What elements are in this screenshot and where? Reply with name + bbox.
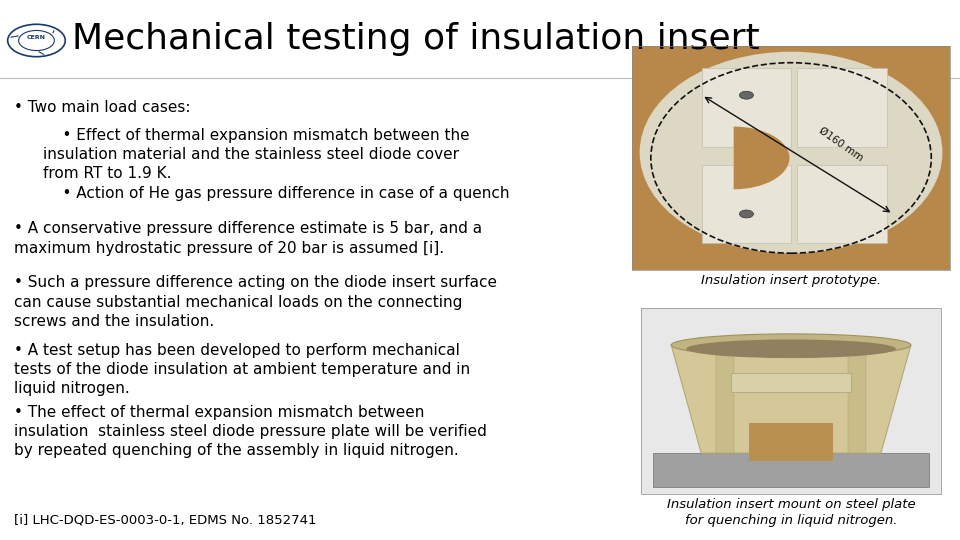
- Bar: [702, 68, 791, 147]
- Bar: [798, 68, 887, 147]
- Bar: [632, 46, 950, 270]
- Text: [i] LHC-DQD-ES-0003-0-1, EDMS No. 1852741: [i] LHC-DQD-ES-0003-0-1, EDMS No. 185274…: [14, 514, 317, 526]
- Text: Insulation insert prototype.: Insulation insert prototype.: [701, 274, 881, 287]
- Ellipse shape: [639, 52, 943, 253]
- Polygon shape: [671, 345, 911, 453]
- Circle shape: [739, 91, 754, 99]
- Bar: [848, 350, 866, 453]
- Text: • Action of He gas pressure difference in case of a quench: • Action of He gas pressure difference i…: [43, 186, 510, 201]
- Text: Insulation insert mount on steel plate
for quenching in liquid nitrogen.: Insulation insert mount on steel plate f…: [667, 498, 915, 528]
- Bar: [641, 308, 941, 494]
- Text: • The effect of thermal expansion mismatch between
insulation  stainless steel d: • The effect of thermal expansion mismat…: [14, 405, 488, 458]
- Wedge shape: [733, 126, 789, 190]
- Text: • A test setup has been developed to perform mechanical
tests of the diode insul: • A test setup has been developed to per…: [14, 343, 470, 396]
- Bar: [749, 423, 833, 461]
- Text: • Two main load cases:: • Two main load cases:: [14, 100, 191, 115]
- Bar: [716, 350, 734, 453]
- Text: CERN: CERN: [27, 35, 46, 40]
- Circle shape: [739, 210, 754, 218]
- Bar: [798, 165, 887, 243]
- Text: Mechanical testing of insulation insert: Mechanical testing of insulation insert: [72, 22, 759, 56]
- Text: • Effect of thermal expansion mismatch between the
insulation material and the s: • Effect of thermal expansion mismatch b…: [43, 128, 469, 181]
- Text: • A conservative pressure difference estimate is 5 bar, and a
maximum hydrostati: • A conservative pressure difference est…: [14, 221, 483, 255]
- Bar: [732, 373, 851, 392]
- Ellipse shape: [671, 334, 911, 356]
- Ellipse shape: [686, 340, 896, 358]
- Text: Ø160 mm: Ø160 mm: [817, 126, 864, 164]
- Bar: [653, 453, 929, 487]
- Bar: [702, 165, 791, 243]
- Bar: [641, 308, 941, 494]
- Text: • Such a pressure difference acting on the diode insert surface
can cause substa: • Such a pressure difference acting on t…: [14, 275, 497, 329]
- Bar: [632, 46, 950, 270]
